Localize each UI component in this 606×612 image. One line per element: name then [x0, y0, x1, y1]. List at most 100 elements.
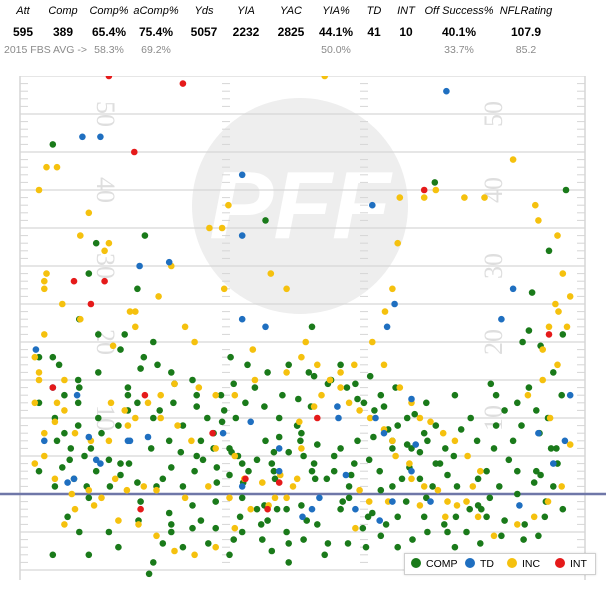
inc-point	[53, 163, 61, 171]
comp-point	[238, 460, 246, 467]
comp-point	[105, 456, 113, 464]
comp-point	[106, 483, 114, 490]
comp-point	[115, 543, 122, 551]
inc-point	[31, 460, 39, 467]
comp-point	[74, 399, 82, 407]
inc-point	[298, 445, 305, 452]
legend-swatch	[555, 558, 565, 568]
comp-point	[558, 391, 565, 399]
inc-point	[326, 376, 334, 384]
stat-avg-value: 50.0%	[321, 44, 351, 56]
inc-point	[98, 494, 105, 502]
td-point	[73, 391, 81, 399]
inc-point	[105, 437, 113, 445]
td-point	[79, 133, 86, 141]
comp-point	[509, 437, 517, 445]
comp-point	[366, 372, 374, 380]
int-point	[87, 300, 95, 308]
comp-point	[514, 399, 521, 407]
comp-point	[213, 479, 221, 486]
comp-point	[170, 399, 177, 407]
comp-point	[308, 323, 316, 331]
comp-point	[389, 445, 396, 452]
inc-point	[396, 194, 404, 201]
comp-point	[530, 479, 538, 486]
inc-point	[41, 452, 48, 460]
comp-point	[92, 467, 100, 475]
comp-point	[533, 407, 540, 414]
comp-point	[95, 414, 102, 422]
int-point	[275, 479, 283, 486]
td-point	[334, 403, 341, 410]
inc-point	[296, 418, 303, 426]
comp-point	[275, 414, 283, 422]
comp-point	[535, 532, 542, 540]
inc-point	[544, 498, 552, 505]
comp-point	[230, 536, 237, 543]
inc-point	[68, 490, 76, 498]
inc-point	[514, 521, 521, 528]
comp-point	[204, 414, 211, 422]
inc-point	[545, 323, 553, 331]
comp-point	[85, 551, 93, 559]
int-point	[179, 80, 187, 87]
inc-point	[249, 346, 257, 353]
comp-point	[310, 460, 318, 467]
comp-point	[159, 540, 167, 547]
inc-point	[77, 315, 84, 323]
inc-point	[381, 308, 389, 315]
comp-point	[376, 467, 384, 475]
inc-point	[293, 475, 301, 483]
inc-point	[157, 414, 164, 422]
avg-label: 2015 FBS AVG ->	[4, 44, 87, 56]
comp-point	[474, 502, 482, 509]
legend-swatch	[507, 558, 517, 568]
comp-point	[514, 490, 521, 498]
comp-point	[85, 270, 93, 277]
inc-point	[532, 201, 539, 209]
td-point	[70, 475, 78, 483]
yard-number-left: 40	[91, 177, 120, 203]
comp-point	[193, 403, 200, 410]
comp-point	[337, 445, 344, 452]
td-point	[412, 441, 420, 448]
comp-point	[444, 471, 451, 479]
comp-point	[49, 551, 57, 559]
comp-point	[205, 540, 212, 547]
legend-item-td: TD	[465, 554, 494, 574]
comp-point	[268, 547, 276, 555]
comp-point	[394, 543, 402, 551]
inc-point	[337, 369, 344, 376]
comp-point	[295, 395, 302, 403]
comp-point	[253, 505, 261, 513]
inc-point	[283, 494, 290, 502]
inc-point	[126, 308, 134, 315]
stat-avg-value: 33.7%	[444, 44, 474, 56]
inc-point	[289, 483, 297, 490]
yard-number-right: 50	[479, 101, 508, 127]
comp-point	[467, 414, 475, 422]
int-point	[70, 277, 78, 285]
comp-point	[520, 536, 527, 543]
comp-point	[436, 460, 444, 467]
inc-point	[271, 494, 279, 502]
comp-point	[61, 391, 68, 399]
yard-number-left: 30	[91, 253, 120, 279]
comp-point	[141, 232, 149, 239]
int-point	[49, 384, 57, 391]
inc-point	[31, 353, 39, 361]
stats-avg-row: 2015 FBS AVG -> 58.3% 69.2% 50.0% 33.7% 85.2	[0, 44, 606, 62]
comp-point	[490, 445, 498, 452]
comp-point	[486, 494, 494, 502]
inc-point	[566, 441, 574, 448]
comp-point	[541, 513, 549, 521]
comp-point	[85, 494, 93, 502]
comp-point	[345, 494, 353, 502]
comp-point	[431, 179, 439, 186]
inc-point	[111, 475, 119, 483]
comp-point	[402, 498, 410, 505]
inc-point	[109, 342, 117, 350]
comp-point	[354, 395, 361, 403]
comp-point	[262, 217, 269, 224]
comp-point	[145, 570, 153, 578]
